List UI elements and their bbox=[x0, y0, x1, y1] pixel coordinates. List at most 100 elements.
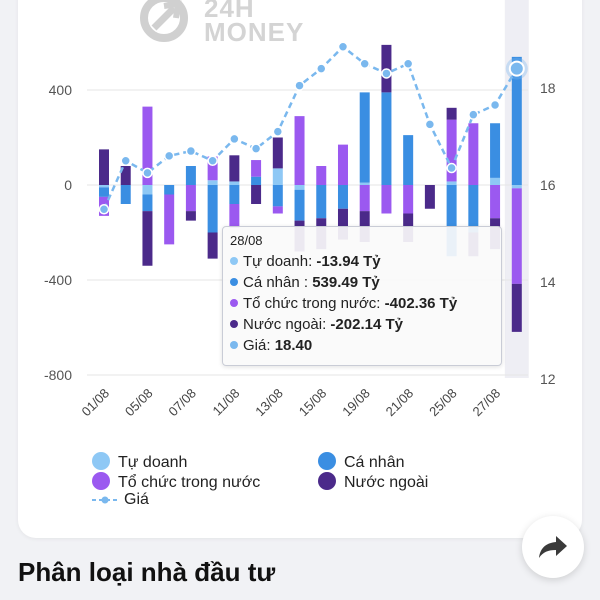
bar-ca_nhan bbox=[99, 187, 109, 197]
bar-to_chuc bbox=[294, 116, 305, 185]
chart-tooltip: 28/08 Tự doanh: -13.94 Tỷ Cá nhân : 539.… bbox=[222, 226, 502, 366]
legend-item-gia[interactable]: Giá bbox=[92, 491, 149, 509]
bar-nuoc_ngoai bbox=[207, 232, 218, 259]
bar-nuoc_ngoai bbox=[229, 155, 240, 182]
y-tick-left: 0 bbox=[64, 177, 72, 193]
bar-ca_nhan bbox=[381, 92, 392, 185]
x-tick-label: 11/08 bbox=[210, 386, 243, 419]
x-tick-label: 13/08 bbox=[252, 386, 286, 420]
tooltip-dot bbox=[230, 299, 238, 307]
bar-nuoc_ngoai bbox=[185, 211, 196, 221]
bar-ca_nhan bbox=[316, 185, 327, 219]
price-point bbox=[294, 80, 305, 91]
legend-line-swatch bbox=[92, 496, 118, 504]
bar-tu_doanh bbox=[229, 181, 240, 185]
bar-ca_nhan bbox=[337, 185, 348, 209]
bar-tu_doanh bbox=[359, 182, 370, 185]
x-tick-label: 27/08 bbox=[470, 386, 504, 420]
y-tick-left: -800 bbox=[44, 367, 72, 383]
bar-nuoc_ngoai bbox=[251, 185, 262, 204]
bar-ca_nhan bbox=[272, 185, 283, 207]
bar-ca_nhan bbox=[490, 123, 501, 178]
price-point bbox=[337, 41, 349, 53]
price-point bbox=[359, 58, 370, 69]
bar-nuoc_ngoai bbox=[120, 166, 131, 185]
y-tick-right: 12 bbox=[540, 371, 556, 387]
price-point bbox=[402, 58, 414, 69]
y-tick-right: 14 bbox=[540, 274, 556, 290]
bar-to_chuc bbox=[490, 185, 501, 219]
x-tick-label: 21/08 bbox=[383, 386, 417, 420]
price-point bbox=[185, 145, 197, 157]
bar-to_chuc bbox=[272, 206, 283, 214]
price-point bbox=[142, 167, 153, 179]
bar-ca_nhan bbox=[446, 185, 457, 257]
legend-swatch bbox=[318, 472, 336, 490]
tooltip-dot bbox=[230, 341, 238, 349]
bar-nuoc_ngoai bbox=[99, 149, 109, 185]
price-point bbox=[98, 204, 110, 215]
bar-to_chuc bbox=[142, 106, 153, 185]
x-tick-label: 05/08 bbox=[122, 386, 156, 420]
bar-to_chuc bbox=[316, 166, 327, 185]
bar-ca_nhan bbox=[251, 176, 262, 185]
price-point bbox=[207, 155, 218, 166]
legend-item-ca-nhan[interactable]: Cá nhân bbox=[318, 452, 405, 472]
bar-nuoc_ngoai bbox=[446, 107, 457, 120]
bar-tu_doanh bbox=[99, 185, 109, 188]
y-tick-left: 400 bbox=[49, 82, 73, 98]
bar-tu_doanh bbox=[446, 181, 457, 185]
legend-swatch bbox=[92, 472, 110, 490]
bar-to_chuc bbox=[164, 194, 175, 245]
share-arrow-icon bbox=[539, 536, 567, 558]
legend-item-tu-doanh[interactable]: Tự doanh bbox=[92, 452, 187, 472]
bar-to_chuc bbox=[381, 185, 392, 214]
bar-ca_nhan bbox=[229, 185, 240, 204]
tooltip-row-tu-doanh: Tự doanh: -13.94 Tỷ bbox=[230, 253, 381, 270]
price-point-active bbox=[508, 60, 525, 77]
bar-to_chuc bbox=[229, 204, 240, 228]
tooltip-row-ca-nhan: Cá nhân : 539.49 Tỷ bbox=[230, 274, 380, 291]
bar-ca_nhan bbox=[403, 135, 414, 185]
tooltip-row-gia: Giá: 18.40 bbox=[230, 337, 312, 354]
price-point bbox=[468, 109, 479, 120]
bar-nuoc_ngoai bbox=[337, 208, 348, 240]
tooltip-row-to-chuc: Tổ chức trong nước: -402.36 Tỷ bbox=[230, 295, 457, 312]
bar-nuoc_ngoai bbox=[272, 137, 283, 169]
logo-text: 24H MONEY bbox=[204, 0, 305, 47]
page-title: Phân loại nhà đầu tư bbox=[18, 557, 276, 587]
bar-tu_doanh bbox=[294, 185, 305, 190]
bar-ca_nhan bbox=[185, 166, 196, 185]
legend-item-nuoc-ngoai[interactable]: Nước ngoài bbox=[318, 472, 428, 492]
price-point bbox=[424, 119, 436, 130]
bar-ca_nhan bbox=[207, 185, 218, 233]
price-point bbox=[489, 99, 501, 111]
logo-icon bbox=[138, 0, 198, 47]
bar-to_chuc bbox=[511, 188, 522, 284]
tooltip-dot bbox=[230, 257, 238, 265]
tooltip-row-nuoc-ngoai: Nước ngoài: -202.14 Tỷ bbox=[230, 316, 403, 333]
tooltip-date: 28/08 bbox=[230, 233, 263, 248]
price-point bbox=[272, 126, 284, 137]
price-line bbox=[102, 45, 518, 210]
share-button[interactable] bbox=[522, 516, 584, 578]
bar-to_chuc bbox=[207, 156, 218, 181]
bar-tu_doanh bbox=[207, 180, 218, 185]
legend-swatch bbox=[92, 452, 110, 470]
bar-to_chuc bbox=[403, 185, 414, 214]
x-tick-label: 15/08 bbox=[296, 386, 330, 420]
bar-ca_nhan bbox=[142, 194, 153, 212]
bar-ca_nhan bbox=[511, 56, 522, 185]
bar-to_chuc bbox=[446, 119, 457, 182]
bar-ca_nhan bbox=[468, 185, 479, 233]
bar-ca_nhan bbox=[120, 185, 131, 204]
legend-item-to-chuc[interactable]: Tổ chức trong nước bbox=[92, 472, 260, 492]
bar-nuoc_ngoai bbox=[511, 283, 522, 332]
bar-tu_doanh bbox=[272, 168, 283, 185]
bar-to_chuc bbox=[251, 160, 262, 177]
tooltip-dot bbox=[230, 320, 238, 328]
bar-to_chuc bbox=[359, 185, 370, 212]
price-point bbox=[163, 150, 175, 162]
legend-swatch bbox=[318, 452, 336, 470]
